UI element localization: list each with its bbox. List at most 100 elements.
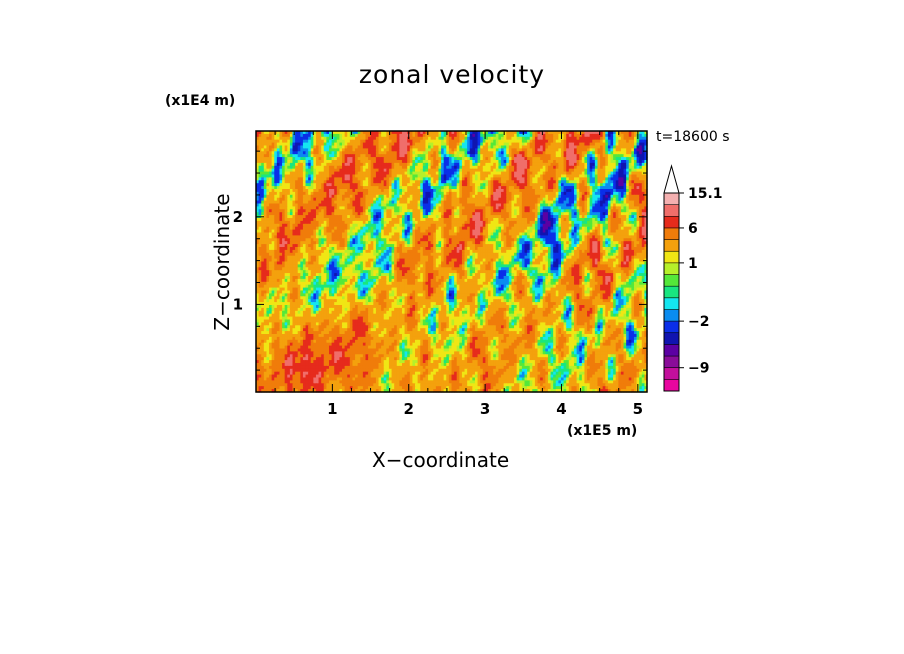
field-cell — [605, 151, 609, 155]
field-cell — [602, 131, 606, 135]
field-cell — [412, 171, 416, 176]
field-cell — [615, 133, 619, 138]
field-cell — [623, 151, 627, 155]
field-cell — [607, 171, 612, 176]
field-cell — [360, 151, 364, 155]
field-cell — [560, 157, 565, 161]
field-cell — [344, 145, 348, 149]
field-cell — [584, 139, 588, 144]
field-cell — [553, 142, 557, 147]
field-cell — [271, 151, 275, 155]
field-cell — [477, 154, 481, 158]
field-cell — [615, 162, 619, 167]
field-cell — [396, 171, 400, 176]
field-cell — [514, 171, 518, 176]
field-cell — [566, 145, 570, 149]
field-cell — [274, 151, 278, 155]
field-cell — [626, 142, 630, 147]
field-cell — [425, 162, 429, 167]
field-cell — [540, 174, 544, 178]
field-cell — [334, 162, 338, 167]
field-cell — [633, 131, 638, 135]
field-cell — [506, 151, 510, 155]
field-cell — [618, 142, 622, 147]
field-cell — [375, 154, 380, 158]
field-cell — [383, 162, 387, 167]
field-cell — [428, 133, 432, 138]
field-cell — [399, 162, 403, 167]
field-cell — [282, 136, 286, 141]
field-cell — [607, 142, 612, 147]
field-cell — [547, 168, 552, 173]
field-cell — [503, 148, 507, 152]
field-cell — [428, 160, 432, 164]
field-cell — [256, 139, 260, 144]
field-cell — [344, 160, 348, 164]
field-cell — [284, 136, 288, 141]
field-cell — [349, 174, 354, 178]
field-cell — [417, 142, 421, 147]
field-cell — [370, 148, 374, 152]
field-cell — [644, 151, 648, 155]
field-cell — [357, 148, 361, 152]
field-cell — [269, 168, 273, 173]
field-cell — [594, 133, 599, 138]
field-cell — [477, 139, 481, 144]
field-cell — [412, 165, 416, 170]
field-cell — [480, 160, 484, 164]
field-cell — [282, 160, 286, 164]
field-cell — [639, 142, 643, 147]
field-cell — [519, 136, 523, 141]
field-cell — [417, 145, 421, 149]
field-cell — [519, 160, 523, 164]
field-cell — [323, 151, 327, 155]
field-cell — [433, 174, 437, 178]
field-cell — [302, 151, 307, 155]
field-cell — [558, 133, 562, 138]
field-cell — [639, 136, 643, 141]
field-cell — [300, 139, 304, 144]
field-cell — [274, 148, 278, 152]
field-cell — [587, 160, 591, 164]
field-cell — [302, 154, 307, 158]
field-cell — [289, 174, 294, 178]
field-cell — [422, 171, 427, 176]
field-cell — [600, 151, 604, 155]
field-cell — [626, 162, 630, 167]
field-cell — [534, 139, 539, 144]
field-cell — [459, 142, 463, 147]
field-cell — [261, 160, 265, 164]
field-cell — [589, 160, 593, 164]
field-cell — [258, 154, 262, 158]
field-cell — [300, 160, 304, 164]
field-cell — [339, 131, 343, 135]
field-cell — [451, 157, 455, 161]
field-cell — [636, 160, 640, 164]
field-cell — [334, 160, 338, 164]
field-cell — [399, 133, 403, 138]
field-cell — [602, 162, 606, 167]
field-cell — [613, 131, 617, 135]
field-cell — [386, 136, 390, 141]
field-cell — [581, 157, 586, 161]
field-cell — [420, 145, 424, 149]
field-cell — [607, 136, 612, 141]
field-cell — [534, 171, 539, 176]
field-cell — [339, 157, 343, 161]
field-cell — [282, 151, 286, 155]
field-cell — [459, 160, 463, 164]
field-cell — [279, 154, 283, 158]
field-cell — [469, 160, 473, 164]
field-cell — [501, 148, 505, 152]
field-cell — [597, 162, 601, 167]
field-cell — [615, 145, 619, 149]
field-cell — [279, 133, 283, 138]
field-cell — [633, 145, 638, 149]
field-cell — [527, 165, 531, 170]
field-cell — [271, 168, 275, 173]
field-cell — [435, 139, 440, 144]
field-cell — [276, 145, 281, 149]
y-axis-unit: (x1E4 m) — [165, 93, 236, 109]
field-cell — [594, 162, 599, 167]
field-cell — [425, 168, 429, 173]
